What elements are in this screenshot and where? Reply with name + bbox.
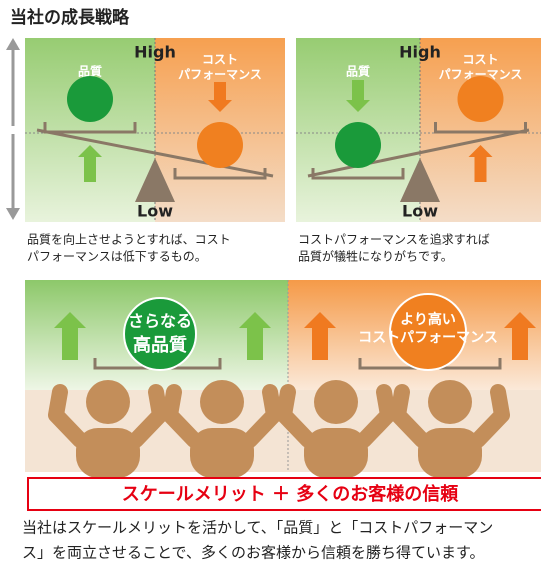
person-head xyxy=(200,380,244,424)
quality-ball xyxy=(124,298,196,370)
high-label: High xyxy=(399,43,441,62)
cost-label: パフォーマンス xyxy=(178,68,262,82)
banner-text: スケールメリット ＋ 多くのお客様の信頼 xyxy=(122,483,460,505)
person-body xyxy=(190,428,254,478)
statement: 当社はスケールメリットを活かして、「品質」と「コストパフォーマン xyxy=(22,519,493,537)
axis-arrow-head xyxy=(6,38,20,50)
page: 当社の成長戦略 HighLow品質コストパフォーマンス品質を向上させようとすれば… xyxy=(0,0,541,564)
person-head xyxy=(314,380,358,424)
infographic: 当社の成長戦略 HighLow品質コストパフォーマンス品質を向上させようとすれば… xyxy=(0,0,541,564)
caption: パフォーマンスは低下するもの。 xyxy=(27,250,207,264)
cost-label: コスト xyxy=(202,53,238,67)
person-body xyxy=(418,428,482,478)
caption: 品質を向上させようとすれば、コスト xyxy=(27,232,231,247)
person-body xyxy=(76,428,140,478)
low-label: Low xyxy=(402,202,438,221)
person-body xyxy=(304,428,368,478)
caption: 品質が犠牲になりがちです。 xyxy=(298,249,453,264)
caption: コストパフォーマンスを追求すれば xyxy=(298,232,490,247)
title: 当社の成長戦略 xyxy=(10,7,130,28)
statement: ス」を両立させることで、多くのお客様から信頼を勝ち得ています。 xyxy=(22,544,484,562)
artwork: HighLow品質コストパフォーマンス品質を向上させようとすれば、コストパフォー… xyxy=(6,38,541,562)
high-label: High xyxy=(134,43,176,62)
person-head xyxy=(428,380,472,424)
quality-ball xyxy=(335,122,381,168)
cost-ball xyxy=(458,76,504,122)
low-label: Low xyxy=(137,202,173,221)
cost-label: コスト xyxy=(462,53,498,67)
strategy-quality: 高品質 xyxy=(133,334,187,356)
cost-ball xyxy=(197,122,243,168)
strategy-cost: コストパフォーマンス xyxy=(358,330,498,346)
strategy-cost: より高い xyxy=(400,311,456,328)
axis-arrow-head xyxy=(6,208,20,220)
person-head xyxy=(86,380,130,424)
strategy-quality: さらなる xyxy=(128,312,192,331)
quality-label: 品質 xyxy=(346,64,370,79)
quality-ball xyxy=(67,76,113,122)
